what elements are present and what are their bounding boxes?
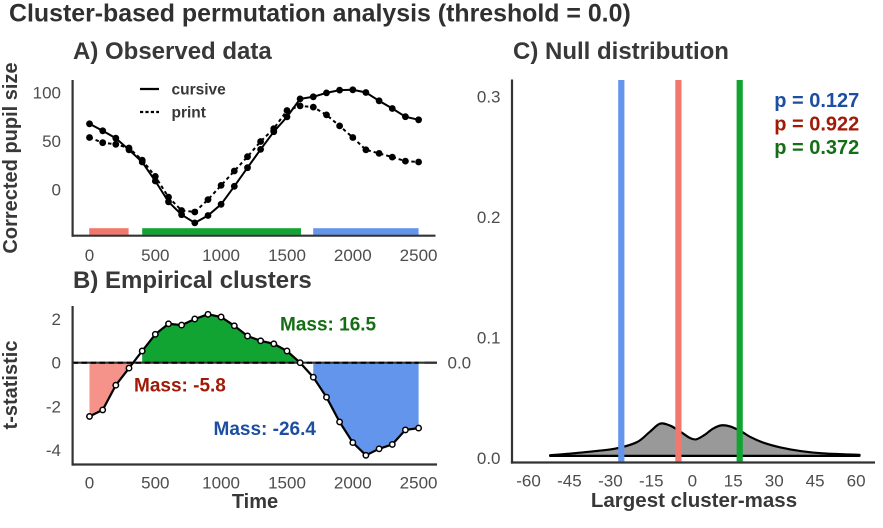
svg-text:Cluster-based permutation anal: Cluster-based permutation analysis (thre… [9, 0, 631, 28]
svg-text:0: 0 [688, 472, 697, 491]
svg-text:A) Observed data: A) Observed data [73, 38, 272, 65]
svg-text:1500: 1500 [268, 246, 306, 265]
svg-text:cursive: cursive [172, 82, 227, 99]
svg-text:500: 500 [141, 246, 169, 265]
svg-text:-4: -4 [46, 441, 61, 460]
svg-text:p = 0.922: p = 0.922 [774, 114, 859, 136]
svg-text:1000: 1000 [202, 246, 240, 265]
svg-text:500: 500 [141, 474, 169, 493]
svg-text:-30: -30 [598, 472, 623, 491]
svg-text:-2: -2 [46, 397, 61, 416]
svg-text:Time: Time [232, 491, 278, 513]
svg-text:2000: 2000 [334, 246, 372, 265]
svg-text:1500: 1500 [268, 474, 306, 493]
svg-text:2500: 2500 [400, 474, 438, 493]
svg-text:B) Empirical clusters: B) Empirical clusters [73, 267, 312, 294]
svg-text:p = 0.127: p = 0.127 [774, 90, 859, 112]
svg-text:-45: -45 [557, 472, 582, 491]
svg-text:60: 60 [847, 472, 866, 491]
svg-text:Mass: -5.8: Mass: -5.8 [134, 376, 226, 397]
svg-text:0.0: 0.0 [448, 354, 472, 373]
svg-text:45: 45 [806, 472, 825, 491]
svg-text:0: 0 [52, 354, 61, 373]
svg-text:15: 15 [724, 472, 743, 491]
svg-text:-60: -60 [516, 472, 541, 491]
svg-text:Largest cluster-mass: Largest cluster-mass [591, 489, 797, 512]
svg-text:2: 2 [52, 310, 61, 329]
svg-text:print: print [172, 105, 206, 122]
svg-text:0.1: 0.1 [477, 329, 501, 348]
svg-text:2500: 2500 [400, 246, 438, 265]
svg-text:Corrected pupil size: Corrected pupil size [0, 62, 22, 253]
svg-text:0: 0 [52, 181, 61, 200]
svg-text:Mass: 16.5: Mass: 16.5 [280, 315, 377, 336]
svg-text:100: 100 [33, 84, 61, 103]
svg-text:0.2: 0.2 [477, 208, 501, 227]
svg-text:2000: 2000 [334, 474, 372, 493]
svg-text:50: 50 [42, 132, 61, 151]
svg-text:C) Null distribution: C) Null distribution [513, 38, 729, 65]
svg-text:0.3: 0.3 [477, 88, 501, 107]
svg-text:Mass: -26.4: Mass: -26.4 [214, 419, 317, 440]
svg-text:0: 0 [85, 246, 94, 265]
svg-text:30: 30 [765, 472, 784, 491]
svg-text:-15: -15 [639, 472, 664, 491]
svg-text:0.0: 0.0 [477, 449, 501, 468]
svg-text:1000: 1000 [202, 474, 240, 493]
svg-text:p = 0.372: p = 0.372 [774, 137, 859, 159]
svg-text:t-statistic: t-statistic [0, 341, 22, 430]
svg-text:0: 0 [85, 474, 94, 493]
